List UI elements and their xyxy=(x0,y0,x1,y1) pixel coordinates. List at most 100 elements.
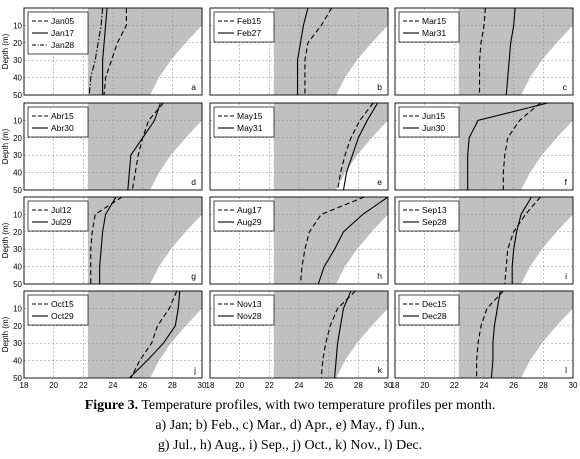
panel-f-letter: f xyxy=(565,177,568,187)
panel-a-ytick-label: 40 xyxy=(13,74,22,83)
panel-j-xtick-label: 28 xyxy=(168,381,177,390)
panel-c-letter: c xyxy=(563,82,568,92)
panel-j-xtick-label: 22 xyxy=(79,381,88,390)
panel-b-envelope xyxy=(273,8,388,95)
panel-a-ytick-label: 20 xyxy=(13,39,22,48)
panel-f-legend-label: Jun30 xyxy=(422,123,445,133)
panel-a-ytick-label: 10 xyxy=(13,21,22,30)
panel-f-envelope xyxy=(458,103,573,190)
panel-a-letter: a xyxy=(191,82,196,92)
panel-e-legend-label: May15 xyxy=(237,111,263,121)
caption-text: Temperature profiles, with two temperatu… xyxy=(138,398,496,413)
panel-b-series-feb27 xyxy=(296,7,309,95)
panel-k-xtick-label: 20 xyxy=(235,381,244,390)
panel-l-xtick-label: 28 xyxy=(539,381,548,390)
panel-d-ytick-label: 40 xyxy=(13,169,22,178)
panel-d-frame xyxy=(23,102,203,191)
panel-b-legend-label: Feb15 xyxy=(237,16,261,26)
panel-h-legend-label: Aug29 xyxy=(237,217,262,227)
panel-d-ylabel: Depth (m) xyxy=(1,128,10,164)
panel-b-frame xyxy=(209,7,389,96)
panel-j-legend-label: Oct15 xyxy=(51,299,74,309)
panel-k-xtick-label: 22 xyxy=(265,381,274,390)
panel-g-legend-label: Jul29 xyxy=(51,217,72,227)
panel-l-xtick-label: 18 xyxy=(391,381,400,390)
panel-k-frame xyxy=(209,290,389,379)
panel-f-frame xyxy=(394,102,574,191)
panel-h-legend-label: Aug17 xyxy=(237,205,262,215)
panel-j-ytick-label: 30 xyxy=(13,339,22,348)
panel-d-ytick-label: 10 xyxy=(13,116,22,125)
panel-h-legend-box xyxy=(213,200,275,232)
figure-label: Figure 3. xyxy=(84,398,139,413)
panel-b-legend-box xyxy=(213,11,275,43)
panel-g-ytick-label: 40 xyxy=(13,263,22,272)
panel-i-series-sep13 xyxy=(504,196,541,285)
panel-h-frame xyxy=(209,196,389,285)
panel-g-ylabel: Depth (m) xyxy=(1,222,10,258)
caption-line-3: g) Jul., h) Aug., i) Sep., j) Oct., k) N… xyxy=(157,438,423,453)
panel-k-series-nov28 xyxy=(334,290,352,379)
panel-l-xtick-label: 22 xyxy=(450,381,459,390)
panel-e-letter: e xyxy=(377,177,382,187)
caption-line-1: Figure 3. Temperature profiles, with two… xyxy=(0,396,580,416)
panel-j-ylabel: Depth (m) xyxy=(1,316,10,352)
panel-a-envelope xyxy=(87,8,202,95)
panel-e-series-may31 xyxy=(342,102,379,191)
panel-k-envelope xyxy=(273,291,388,378)
panel-e-frame xyxy=(209,102,389,191)
panel-c-envelope xyxy=(458,8,573,95)
panel-a-legend-label: Jan05 xyxy=(51,16,74,26)
panel-l-legend-label: Dec28 xyxy=(422,311,447,321)
panel-j-ytick-label: 50 xyxy=(13,374,22,383)
panel-j-xtick-label: 30 xyxy=(198,381,207,390)
panel-j-xtick-label: 20 xyxy=(49,381,58,390)
panel-j-letter: j xyxy=(193,365,196,375)
panel-g-ytick-label: 10 xyxy=(13,210,22,219)
panel-g-ytick-label: 30 xyxy=(13,245,22,254)
panel-j-xtick-label: 18 xyxy=(20,381,29,390)
panel-a-ylabel: Depth (m) xyxy=(1,33,10,69)
panel-c-series-mar31 xyxy=(505,7,516,96)
panel-k-xtick-label: 28 xyxy=(354,381,363,390)
panel-g-ytick-label: 50 xyxy=(13,280,22,289)
panel-b-letter: b xyxy=(377,82,382,92)
panel-j-legend-box xyxy=(27,294,89,326)
panel-g-envelope xyxy=(87,197,202,284)
panel-i-legend-label: Sep13 xyxy=(422,205,447,215)
panel-k-xtick-label: 18 xyxy=(206,381,215,390)
panel-l-letter: l xyxy=(565,365,567,375)
temperature-profiles-figure: Jan05 Jan17 Jan28 a 10 20 30 40 50 Depth (m) Feb15… xyxy=(1,7,578,390)
panel-c-legend-label: Mar31 xyxy=(422,28,446,38)
panel-j-series-oct29 xyxy=(128,290,181,379)
panel-h-series-aug29 xyxy=(317,196,389,285)
panel-f-series-jun15 xyxy=(502,102,541,190)
panel-e-series-may15 xyxy=(337,102,374,191)
panel-j-legend-label: Oct29 xyxy=(51,311,74,321)
panel-c-legend-label: Mar15 xyxy=(422,16,446,26)
panel-l-series-dec28 xyxy=(490,290,501,379)
panel-l-xtick-label: 26 xyxy=(509,381,518,390)
panel-e-legend-box xyxy=(213,106,275,138)
panel-l-envelope xyxy=(458,291,573,378)
panel-i-frame xyxy=(394,196,574,285)
panel-j-ytick-label: 10 xyxy=(13,304,22,313)
panel-b-legend-label: Feb27 xyxy=(237,28,261,38)
panel-j-frame xyxy=(23,290,203,379)
panel-c-series-mar15 xyxy=(478,7,487,95)
panel-a-legend-label: Jan28 xyxy=(51,40,74,50)
panel-j-ytick-label: 40 xyxy=(13,357,22,366)
panel-i-legend-label: Sep28 xyxy=(422,217,447,227)
panel-a-series-jan28 xyxy=(88,7,104,96)
panel-j-envelope xyxy=(87,291,202,378)
panel-k-legend-label: Nov13 xyxy=(237,299,262,309)
panel-j-ytick-label: 20 xyxy=(13,322,22,331)
panel-l-xtick-label: 24 xyxy=(480,381,489,390)
panel-k-series-nov13 xyxy=(320,290,356,379)
panel-c-frame xyxy=(394,7,574,96)
panel-i-legend-box xyxy=(398,200,460,232)
panel-g-legend-label: Jul12 xyxy=(51,205,72,215)
panel-a-ytick-label: 50 xyxy=(13,91,22,100)
panel-l-xtick-label: 30 xyxy=(569,381,578,390)
panel-f-legend-label: Jun15 xyxy=(422,111,445,121)
